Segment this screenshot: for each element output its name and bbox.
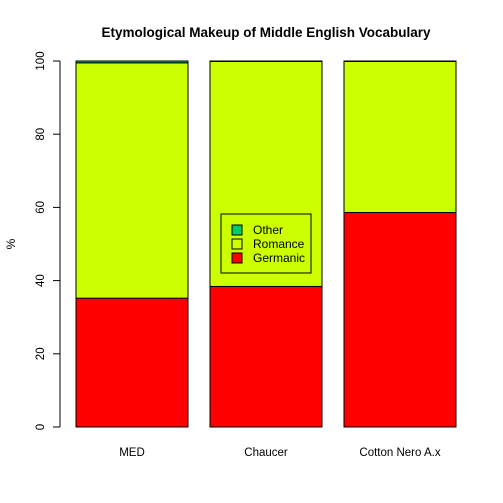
y-tick-label: 80: [35, 128, 47, 141]
bar-segment-romance: [75, 62, 189, 299]
y-tick-label: 0: [35, 424, 47, 430]
legend-box: [220, 213, 312, 274]
x-axis-labels: MED Chaucer Cotton Nero A.x: [119, 447, 441, 459]
x-tick-label: Chaucer: [244, 447, 288, 459]
legend-label-other: Other: [253, 223, 283, 237]
y-tick-label: 100: [35, 51, 47, 70]
legend-swatch-germanic: [231, 252, 243, 264]
y-axis: 0 20 40 60 80 100: [35, 51, 61, 430]
y-tick-label: 20: [35, 347, 47, 360]
y-tick-label: 60: [35, 201, 47, 214]
y-tick-label: 40: [35, 274, 47, 287]
bar-segment-germanic: [209, 285, 323, 428]
legend-label-germanic: Germanic: [253, 251, 305, 265]
y-axis-label: %: [4, 238, 18, 249]
x-tick-label: Cotton Nero A.x: [359, 447, 440, 459]
bar-segment-other: [75, 60, 189, 64]
bar-segment-romance: [209, 60, 323, 287]
legend-swatch-other: [231, 224, 243, 236]
bar-segment-germanic: [343, 212, 457, 428]
bar-segment-germanic: [75, 297, 189, 428]
x-tick-label: MED: [119, 447, 145, 459]
legend-label-romance: Romance: [253, 237, 305, 251]
bars-group: [75, 60, 457, 428]
bar-segment-romance: [343, 60, 457, 214]
chart-title: Etymological Makeup of Middle English Vo…: [101, 25, 431, 40]
legend-swatch-romance: [231, 238, 243, 250]
